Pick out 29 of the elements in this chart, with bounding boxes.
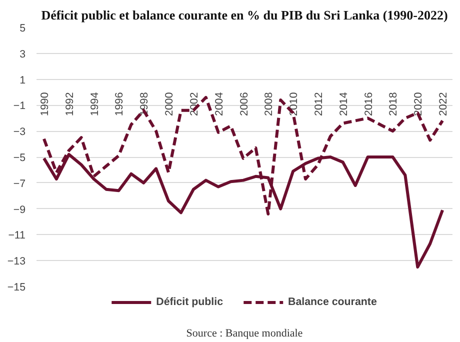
x-tick-label: 2004 <box>213 92 226 116</box>
x-tick-label: 2020 <box>412 92 425 116</box>
y-tick-label: −9 <box>13 204 26 216</box>
x-tick-label: 2018 <box>388 92 400 116</box>
x-tick-label: 2014 <box>338 92 350 116</box>
legend-label: Déficit public <box>156 296 224 308</box>
x-tick-label: 1990 <box>38 92 51 116</box>
x-tick-label: 2022 <box>438 92 450 116</box>
legend-label: Balance courante <box>288 296 377 308</box>
x-tick-label: 2000 <box>164 92 176 116</box>
y-tick-label: −15 <box>7 282 26 294</box>
y-tick-label: −13 <box>7 256 26 268</box>
x-tick-label: 2008 <box>263 92 276 116</box>
chart-title: Déficit public et balance courante en % du PIB du Sri Lanka (1990-2022) <box>41 8 448 22</box>
x-tick-label: 1996 <box>114 92 126 116</box>
x-tick-label: 1992 <box>64 92 76 116</box>
y-tick-label: −1 <box>13 100 26 112</box>
source-note: Source : Banque mondiale <box>186 328 303 340</box>
y-tick-label: 3 <box>20 48 26 60</box>
y-tick-label: −3 <box>13 126 26 138</box>
y-tick-label: −5 <box>13 152 26 164</box>
x-tick-label: 2012 <box>312 92 325 116</box>
x-tick-label: 2016 <box>362 92 375 116</box>
x-tick-label: 1994 <box>88 92 101 116</box>
y-tick-label: −11 <box>8 230 26 242</box>
y-tick-label: −7 <box>13 178 26 190</box>
x-tick-label: 2006 <box>238 92 250 116</box>
y-tick-label: 5 <box>20 22 26 34</box>
y-tick-label: 1 <box>20 74 26 86</box>
